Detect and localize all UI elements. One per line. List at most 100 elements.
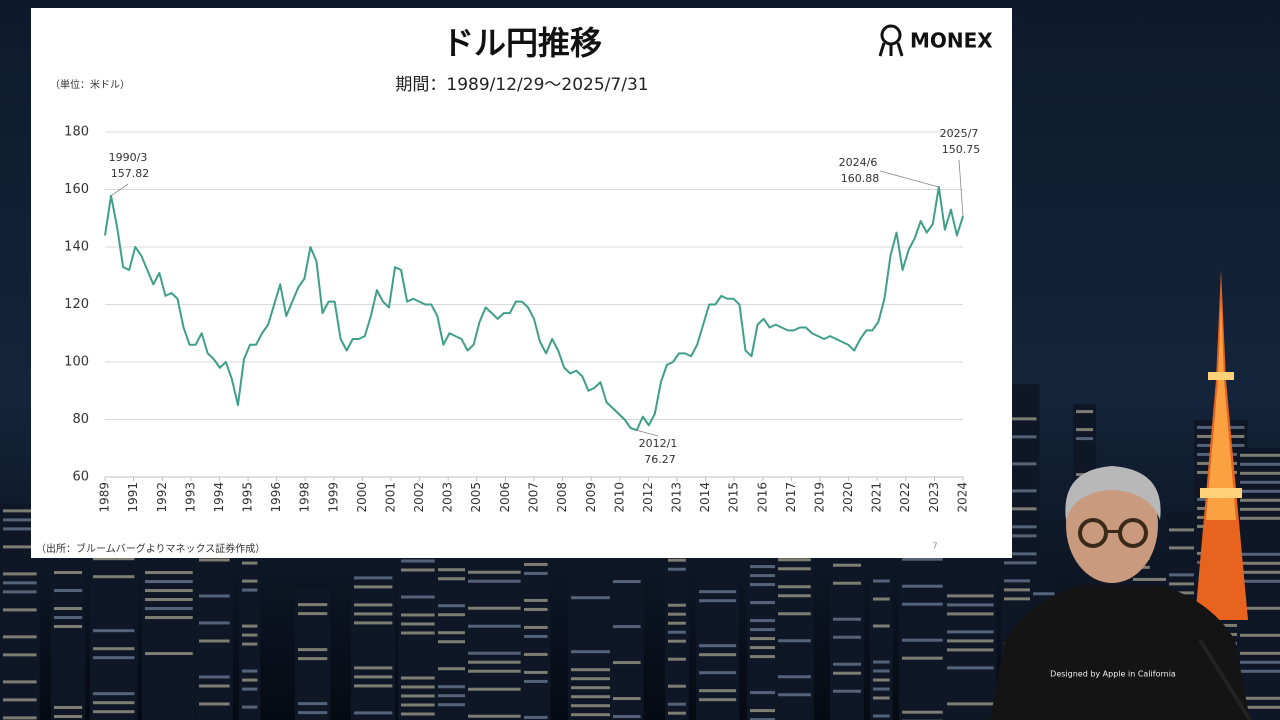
window xyxy=(468,579,521,583)
window xyxy=(3,680,37,684)
window xyxy=(298,711,328,715)
window xyxy=(1076,437,1094,441)
window xyxy=(145,607,193,611)
window xyxy=(750,619,794,623)
window xyxy=(1004,579,1037,583)
window xyxy=(145,571,193,575)
window xyxy=(833,581,861,585)
window xyxy=(3,653,37,657)
window xyxy=(354,711,393,715)
x-tick-label: 2000 xyxy=(355,482,369,513)
window xyxy=(401,712,435,716)
window xyxy=(571,677,614,681)
window xyxy=(401,622,435,626)
window xyxy=(145,652,193,656)
x-tick-label: 1995 xyxy=(241,482,255,513)
callout-line xyxy=(110,183,129,197)
window xyxy=(1133,577,1172,581)
window xyxy=(613,697,641,701)
window xyxy=(1169,573,1209,577)
page-number: 7 xyxy=(932,542,937,551)
window xyxy=(3,608,37,612)
slide xyxy=(31,8,1012,558)
window xyxy=(524,562,548,566)
x-tick-label: 2005 xyxy=(469,482,483,513)
window xyxy=(750,574,794,578)
window xyxy=(947,630,994,634)
window xyxy=(778,567,811,571)
presenter: Designed by Apple in California xyxy=(990,466,1252,720)
window xyxy=(3,518,37,522)
annotation-date: 2025/7 xyxy=(940,127,979,140)
x-tick-label: 2008 xyxy=(555,482,569,513)
window xyxy=(873,669,890,673)
x-tick-label: 1998 xyxy=(298,482,312,513)
window xyxy=(199,558,230,562)
window xyxy=(401,613,435,617)
window xyxy=(524,652,548,656)
window xyxy=(699,599,737,603)
x-tick-label: 2016 xyxy=(755,482,769,513)
window xyxy=(571,668,614,672)
window xyxy=(438,577,485,581)
window xyxy=(668,711,686,715)
window xyxy=(613,580,641,584)
window xyxy=(54,589,83,593)
window xyxy=(778,585,811,589)
window xyxy=(401,685,435,689)
window xyxy=(3,635,37,639)
window xyxy=(750,655,794,659)
window xyxy=(242,687,258,691)
window xyxy=(3,545,37,549)
x-tick-label: 1999 xyxy=(326,482,340,513)
x-tick-label: 2014 xyxy=(698,482,712,513)
window xyxy=(1240,633,1280,637)
window xyxy=(668,612,686,616)
window xyxy=(778,693,811,697)
x-tick-label: 1989 xyxy=(98,482,112,513)
window xyxy=(571,686,614,690)
window xyxy=(199,621,230,625)
window xyxy=(1004,534,1037,538)
window xyxy=(750,628,794,632)
window xyxy=(242,669,258,673)
window xyxy=(145,616,193,620)
window xyxy=(298,648,328,652)
window xyxy=(438,631,485,635)
window xyxy=(401,568,435,572)
logo: MONEX xyxy=(878,24,993,57)
window xyxy=(93,629,135,633)
unit-note: （単位：米ドル） xyxy=(50,78,130,91)
window xyxy=(438,613,485,617)
window xyxy=(947,594,994,598)
x-tick-label: 2002 xyxy=(412,482,426,513)
window xyxy=(3,698,37,702)
window xyxy=(902,710,943,714)
window xyxy=(750,565,794,569)
x-tick-label: 2020 xyxy=(841,482,855,513)
window xyxy=(750,718,794,720)
window xyxy=(668,684,686,688)
window xyxy=(750,583,794,587)
window xyxy=(668,639,686,643)
window xyxy=(1240,480,1280,484)
window xyxy=(873,624,890,628)
window xyxy=(242,633,258,637)
window xyxy=(54,616,83,620)
y-tick-label: 120 xyxy=(64,297,89,312)
window xyxy=(1076,410,1094,414)
window xyxy=(1240,705,1280,709)
window xyxy=(1076,428,1094,432)
window xyxy=(468,606,521,610)
window xyxy=(54,625,83,629)
window xyxy=(524,670,548,674)
window xyxy=(1240,561,1280,565)
window xyxy=(438,703,485,707)
window xyxy=(298,657,328,661)
window xyxy=(833,635,861,639)
window xyxy=(1240,498,1280,502)
source-note: （出所：ブルームバーグよりマネックス証券作成） xyxy=(36,542,265,555)
annotation-value: 150.75 xyxy=(942,143,981,156)
callout-line xyxy=(636,429,659,437)
